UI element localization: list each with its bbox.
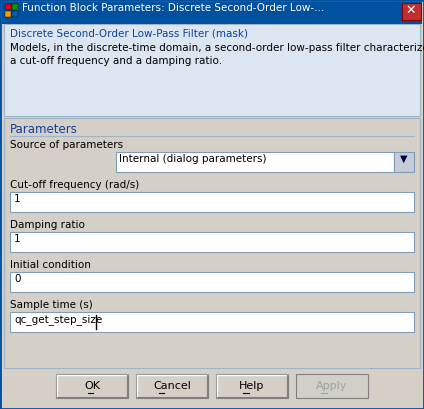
Text: 1: 1 [14,194,21,204]
Bar [5,4,11,10]
Text: Cancel: Cancel [153,381,191,391]
Bar [56,374,128,398]
Bar [394,152,414,172]
Bar [4,24,420,116]
Bar [5,11,11,17]
Bar [136,374,208,398]
Text: 0: 0 [14,274,20,284]
Text: Apply: Apply [316,381,348,391]
Text: Discrete Second-Order Low-Pass Filter (mask): Discrete Second-Order Low-Pass Filter (m… [10,28,248,38]
Bar [216,374,288,398]
Bar [12,4,18,10]
Text: qc_get_step_size: qc_get_step_size [14,314,102,325]
Text: Sample time (s): Sample time (s) [10,300,93,310]
Bar [10,312,414,332]
Text: Initial condition: Initial condition [10,260,91,270]
Bar [4,118,420,368]
Bar [12,11,18,17]
Bar [10,272,414,292]
Text: Cut-off frequency (rad/s): Cut-off frequency (rad/s) [10,180,139,190]
Text: Damping ratio: Damping ratio [10,220,85,230]
Text: a cut-off frequency and a damping ratio.: a cut-off frequency and a damping ratio. [10,56,222,66]
Text: Help: Help [239,381,265,391]
Text: Models, in the discrete-time domain, a second-order low-pass filter characterize: Models, in the discrete-time domain, a s… [10,43,424,53]
Text: Parameters: Parameters [10,123,78,136]
Text: 1: 1 [14,234,21,244]
Text: Internal (dialog parameters): Internal (dialog parameters) [119,154,267,164]
Bar [10,192,414,212]
Text: Source of parameters: Source of parameters [10,140,123,150]
Bar [402,3,421,20]
Bar [116,152,394,172]
Text: Function Block Parameters: Discrete Second-Order Low-...: Function Block Parameters: Discrete Seco… [22,3,324,13]
Bar [10,232,414,252]
Text: OK: OK [84,381,100,391]
Text: ▼: ▼ [400,154,408,164]
Bar [296,374,368,398]
Bar [2,2,422,24]
Text: ✕: ✕ [406,4,416,17]
